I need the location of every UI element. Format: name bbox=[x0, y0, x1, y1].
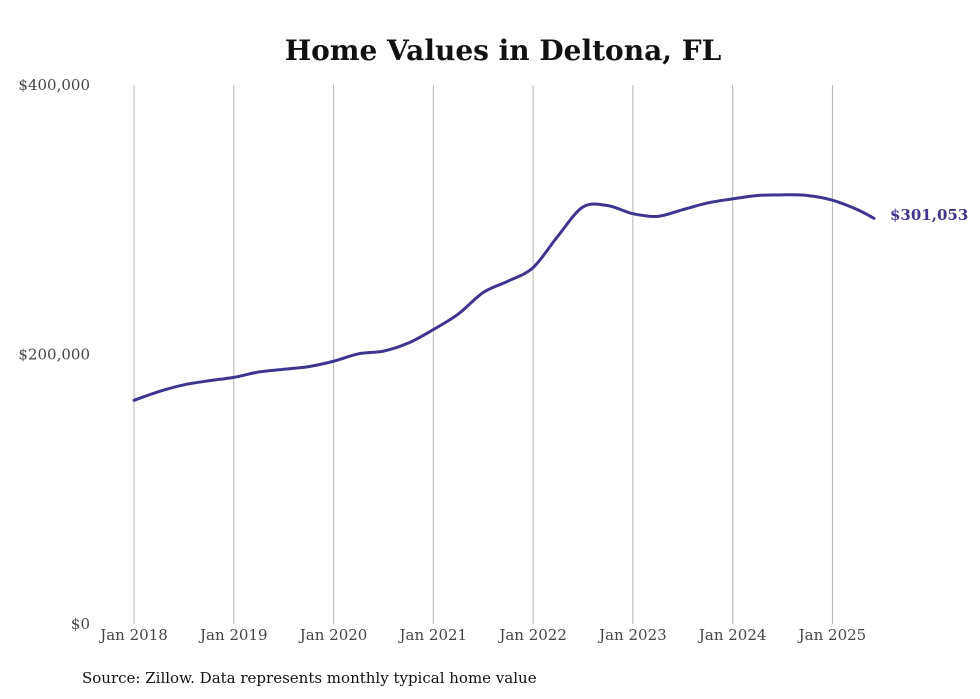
x-tick-label: Jan 2021 bbox=[398, 626, 468, 644]
x-tick-label: Jan 2018 bbox=[98, 626, 168, 644]
x-axis: Jan 2018 Jan 2019 Jan 2020 Jan 2021 Jan 2022… bbox=[98, 626, 866, 644]
x-tick-label: Jan 2020 bbox=[298, 626, 368, 644]
y-tick-label: $200,000 bbox=[18, 346, 90, 364]
x-tick-label: Jan 2022 bbox=[497, 626, 567, 644]
x-tick-label: Jan 2023 bbox=[597, 626, 667, 644]
grid-layer bbox=[133, 85, 833, 624]
series-layer bbox=[132, 193, 876, 402]
chart-title: Home Values in Deltona, FL bbox=[285, 34, 722, 67]
source-note: Source: Zillow. Data represents monthly … bbox=[82, 669, 537, 687]
end-value-label: $301,053 bbox=[890, 206, 968, 224]
y-tick-label: $400,000 bbox=[18, 76, 90, 94]
x-tick-label: Jan 2025 bbox=[797, 626, 867, 644]
x-tick-label: Jan 2024 bbox=[697, 626, 767, 644]
y-axis: $0 $200,000 $400,000 bbox=[18, 76, 90, 633]
y-tick-label: $0 bbox=[71, 615, 90, 633]
series-line bbox=[132, 193, 876, 402]
x-tick-label: Jan 2019 bbox=[198, 626, 268, 644]
